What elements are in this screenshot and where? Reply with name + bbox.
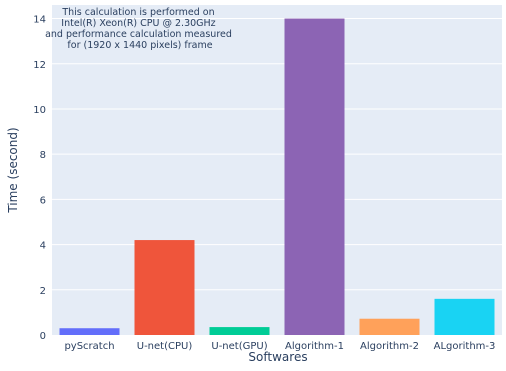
y-tick-label: 0: [40, 331, 46, 342]
bar: [59, 328, 120, 335]
annotation-line-3: and performance calculation measured: [45, 29, 232, 40]
x-tick-label: Algorithm-1: [285, 341, 344, 352]
bar-series: [59, 18, 495, 335]
x-tick-label: pyScratch: [64, 341, 114, 352]
y-tick-label: 2: [40, 286, 46, 297]
x-tick-label: U-net(GPU): [211, 341, 267, 352]
y-tick-label: 8: [40, 150, 46, 161]
bar: [209, 327, 270, 335]
x-tick-label: U-net(CPU): [137, 341, 193, 352]
annotation-line-2: Intel(R) Xeon(R) CPU @ 2.30GHz: [61, 18, 215, 29]
gridlines: [52, 18, 502, 291]
y-axis-label: Time (second): [6, 127, 20, 213]
annotation-text: This calculation is performed on Intel(R…: [45, 7, 235, 51]
bar: [434, 298, 495, 335]
y-tick-labels: 0 2 4 6 8 10 12 14: [33, 15, 46, 342]
x-tick-label: Algorithm-2: [360, 341, 419, 352]
annotation-line-1: This calculation is performed on: [61, 7, 214, 18]
bar: [284, 18, 345, 335]
annotation-line-4: for (1920 x 1440 pixels) frame: [67, 40, 212, 51]
y-tick-label: 6: [40, 195, 46, 206]
x-tick-labels: pyScratch U-net(CPU) U-net(GPU) Algorithm-1…: [64, 341, 495, 352]
x-tick-label: ALgorithm-3: [434, 341, 496, 352]
bar: [359, 318, 420, 335]
y-tick-label: 14: [33, 15, 46, 26]
bar: [134, 240, 195, 335]
x-axis-label: Softwares: [248, 350, 307, 364]
y-tick-label: 12: [33, 60, 46, 71]
y-tick-label: 10: [33, 105, 46, 116]
y-tick-label: 4: [40, 241, 46, 252]
plot-background: [52, 5, 502, 335]
